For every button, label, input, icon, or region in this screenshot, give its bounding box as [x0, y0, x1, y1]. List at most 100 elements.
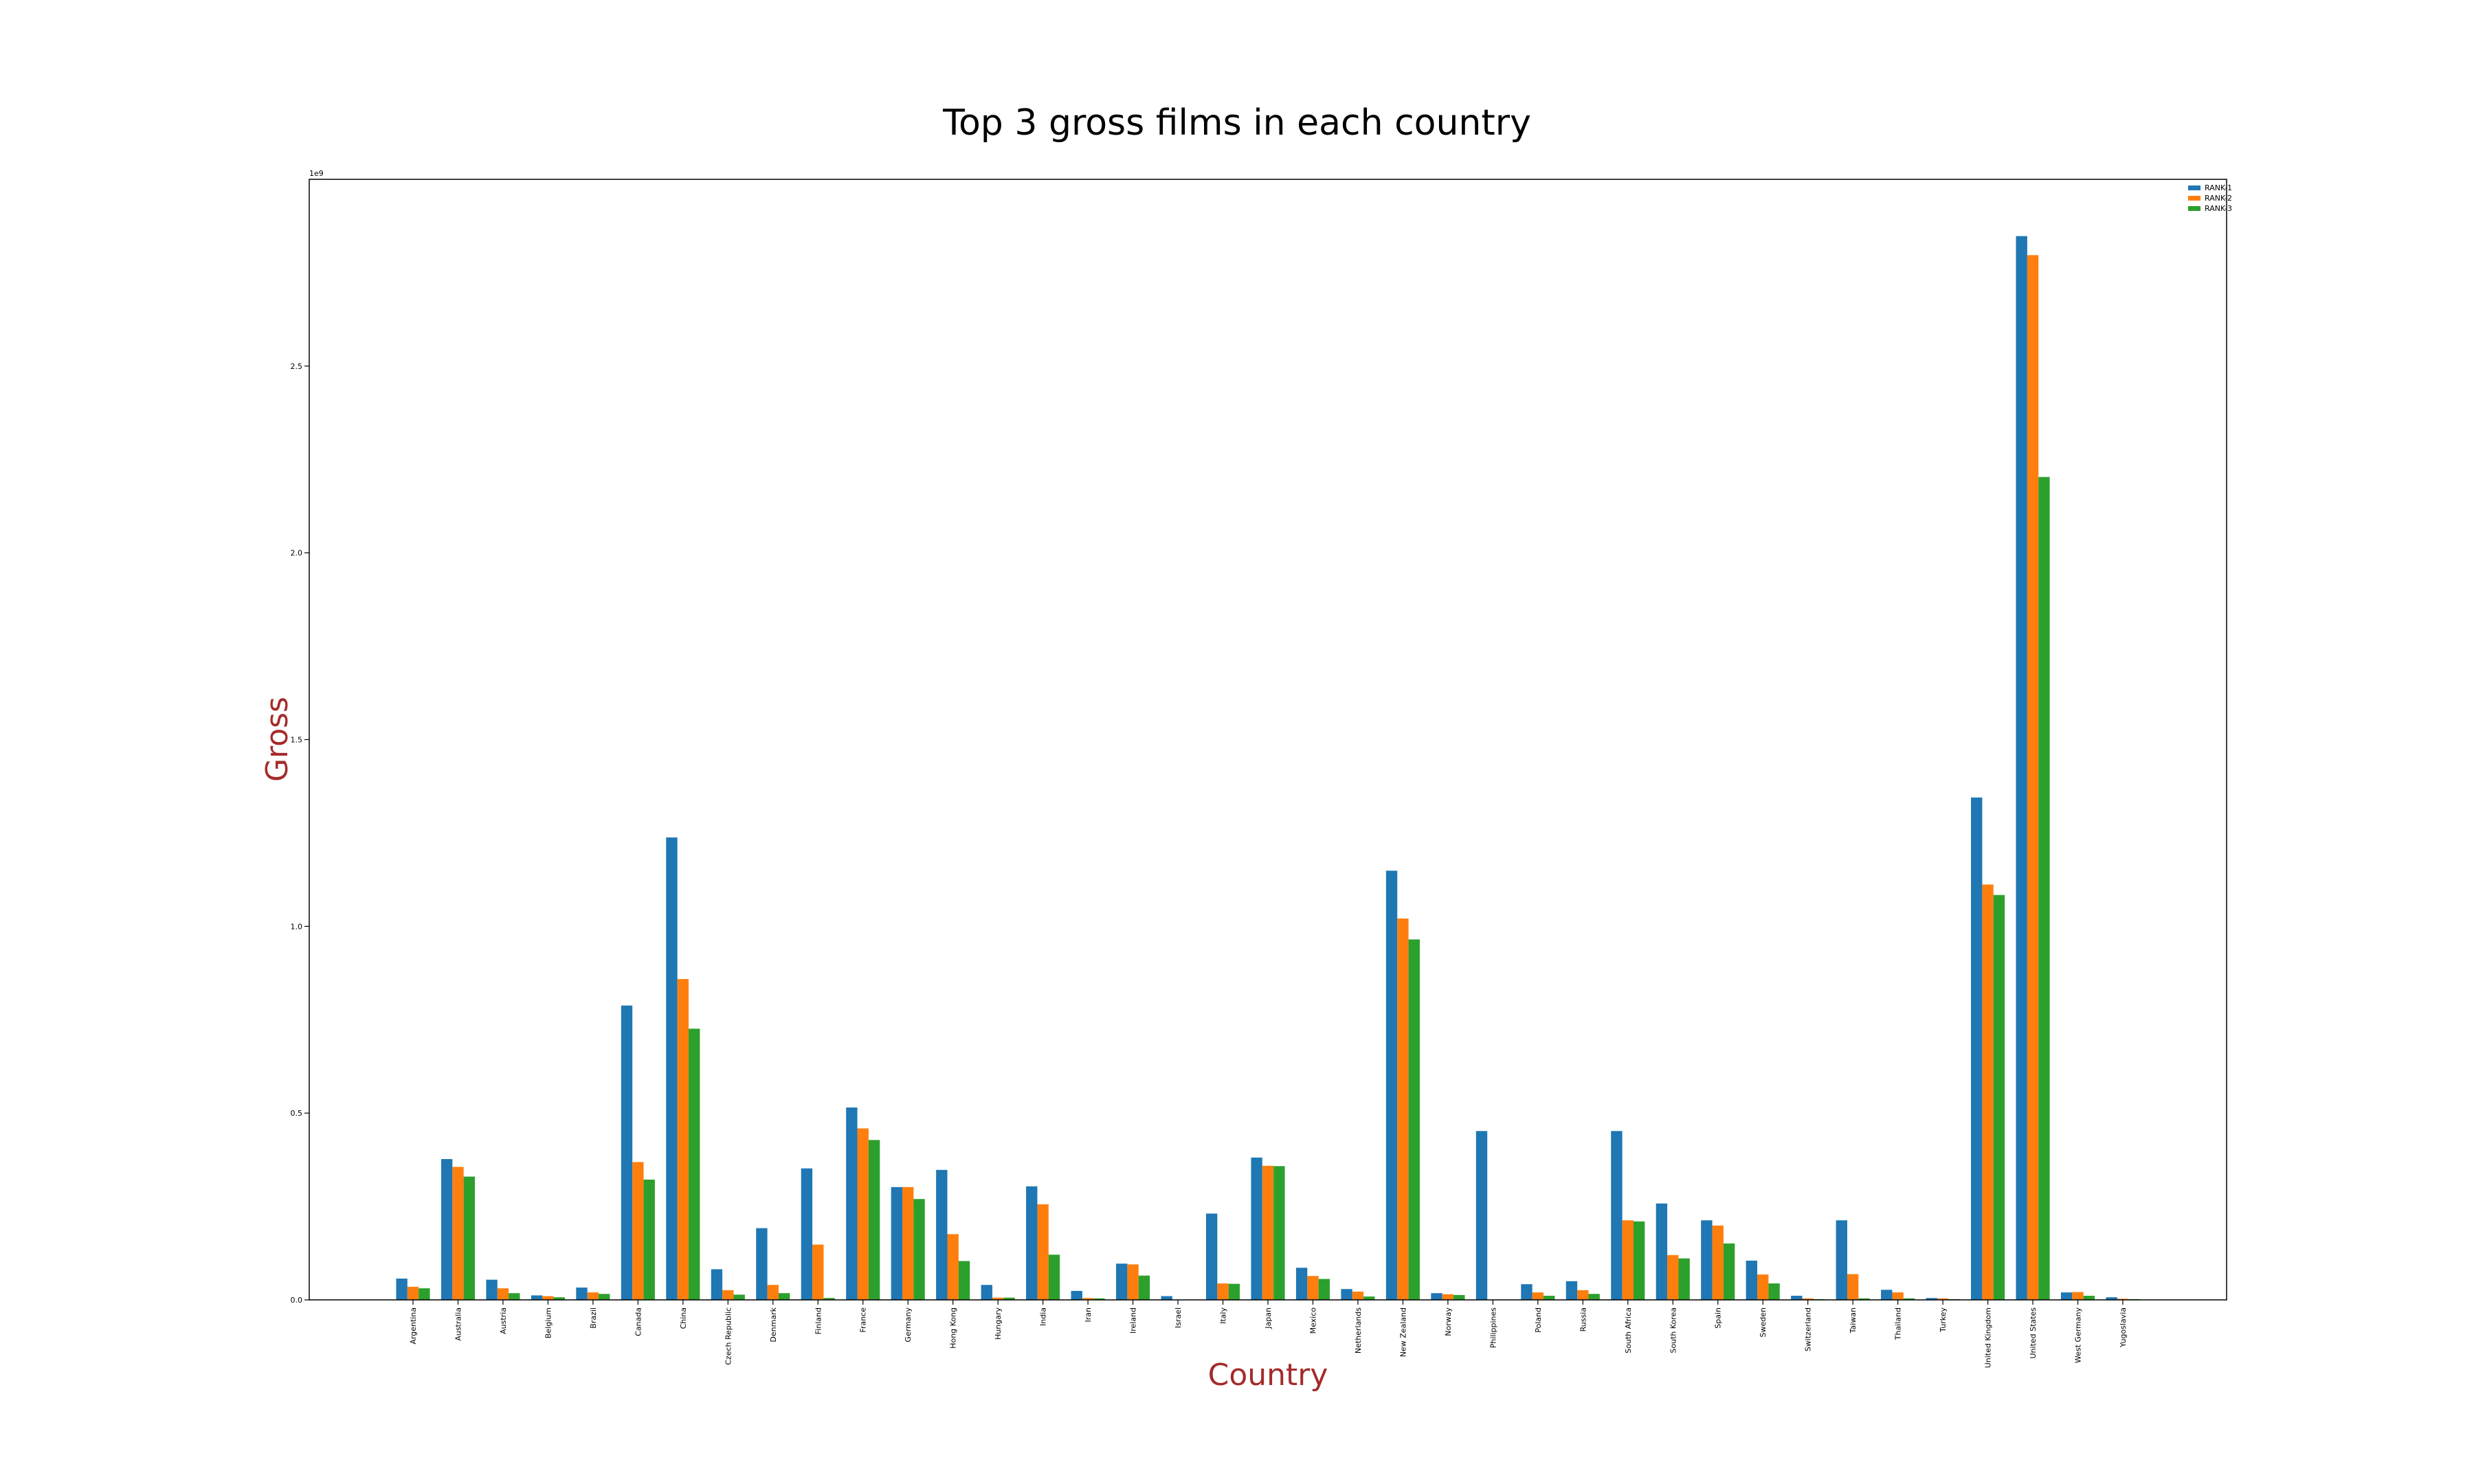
bar-rank-3-austria — [509, 1293, 520, 1300]
bar-rank-1-australia — [441, 1159, 453, 1300]
bar-rank-2-czech-republic — [722, 1290, 734, 1300]
bar-rank-2-hong-kong — [947, 1234, 959, 1300]
bar-rank-1-argentina — [396, 1279, 408, 1300]
bar-rank-1-canada — [621, 1005, 633, 1300]
bar-rank-2-germany — [902, 1187, 914, 1300]
bar-rank-3-iran — [1093, 1298, 1105, 1300]
bar-rank-3-canada — [643, 1179, 655, 1300]
bar-rank-2-india — [1037, 1204, 1049, 1300]
y-tick-label: 1.5 — [291, 736, 303, 745]
bar-rank-2-canada — [632, 1162, 644, 1300]
x-tick-label: Australia — [454, 1307, 463, 1341]
bar-rank-1-china — [666, 837, 678, 1300]
bar-rank-3-united-kingdom — [1993, 895, 2005, 1300]
x-tick-label: Canada — [634, 1307, 643, 1336]
bar-rank-2-netherlands — [1352, 1292, 1364, 1300]
bar-rank-2-united-states — [2027, 255, 2039, 1300]
bar-rank-1-south-africa — [1611, 1131, 1623, 1300]
y-axis-offset-text: 1e9 — [309, 169, 324, 178]
bar-rank-1-belgium — [531, 1295, 543, 1300]
x-tick-label: Ireland — [1129, 1307, 1138, 1334]
bar-rank-3-new-zealand — [1408, 939, 1420, 1300]
bar-rank-1-japan — [1251, 1157, 1262, 1300]
x-tick-label: Denmark — [769, 1307, 778, 1342]
bar-rank-3-finland — [823, 1298, 835, 1300]
bar-rank-1-philippines — [1475, 1131, 1488, 1300]
bar-rank-3-france — [868, 1140, 880, 1300]
y-axis-label: Gross — [260, 697, 295, 782]
bar-rank-1-hong-kong — [936, 1169, 948, 1300]
bar-rank-2-russia — [1577, 1290, 1589, 1300]
bar-rank-3-czech-republic — [733, 1294, 745, 1300]
bar-rank-1-netherlands — [1341, 1289, 1352, 1300]
x-tick-label: Israel — [1174, 1307, 1183, 1328]
bar-rank-3-south-africa — [1633, 1221, 1645, 1300]
bar-rank-3-mexico — [1318, 1279, 1330, 1300]
x-tick-label: Netherlands — [1354, 1307, 1363, 1353]
bars-layer — [396, 236, 2140, 1300]
bar-rank-2-mexico — [1307, 1276, 1319, 1300]
x-tick-label: Finland — [814, 1307, 823, 1334]
x-tick-label: West Germany — [2074, 1307, 2083, 1364]
x-tick-label: China — [679, 1307, 688, 1329]
x-tick-label: France — [859, 1307, 868, 1333]
bar-rank-2-poland — [1532, 1292, 1544, 1300]
bar-rank-1-india — [1026, 1186, 1038, 1300]
bar-rank-1-italy — [1205, 1213, 1218, 1300]
bar-rank-1-hungary — [981, 1285, 992, 1300]
bar-rank-3-russia — [1588, 1294, 1600, 1300]
bar-rank-2-south-korea — [1667, 1255, 1679, 1300]
bar-rank-1-ireland — [1116, 1263, 1128, 1300]
x-tick-label: Poland — [1534, 1307, 1543, 1333]
bar-rank-2-japan — [1262, 1165, 1274, 1300]
legend-swatch-rank-2 — [2188, 196, 2200, 201]
bar-rank-3-thailand — [1903, 1298, 1915, 1300]
bar-rank-3-west-germany — [2083, 1296, 2095, 1300]
bar-rank-2-west-germany — [2072, 1292, 2084, 1300]
bar-rank-3-argentina — [419, 1288, 430, 1300]
bar-rank-1-iran — [1071, 1290, 1082, 1300]
bar-rank-2-new-zealand — [1397, 918, 1409, 1300]
bar-rank-2-turkey — [1937, 1298, 1949, 1300]
x-tick-label: Switzerland — [1804, 1307, 1813, 1351]
x-tick-label: South Africa — [1624, 1307, 1633, 1353]
bar-rank-3-poland — [1544, 1296, 1555, 1300]
bar-rank-2-china — [677, 978, 689, 1300]
x-tick-label: Yugoslavia — [2119, 1307, 2128, 1348]
bar-rank-3-hungary — [1003, 1297, 1015, 1300]
bar-rank-1-denmark — [756, 1228, 768, 1300]
legend-swatch-rank-3 — [2188, 206, 2200, 211]
x-tick-label: Sweden — [1759, 1307, 1768, 1337]
bar-rank-1-brazil — [576, 1288, 588, 1300]
bar-rank-3-ireland — [1138, 1275, 1150, 1300]
bar-rank-3-hong-kong — [958, 1261, 970, 1300]
bar-rank-1-austria — [486, 1279, 498, 1300]
bar-rank-2-ireland — [1127, 1264, 1139, 1300]
legend-label-rank-2: RANK-2 — [2205, 194, 2232, 203]
x-tick-label: Norway — [1444, 1307, 1453, 1336]
bar-rank-2-sweden — [1757, 1274, 1769, 1300]
legend-label-rank-3: RANK-3 — [2205, 204, 2232, 213]
x-tick-label: Taiwan — [1849, 1307, 1858, 1334]
bar-rank-2-yugoslavia — [2117, 1298, 2129, 1300]
bar-rank-1-germany — [891, 1187, 903, 1300]
bar-rank-1-russia — [1565, 1281, 1578, 1300]
bar-rank-1-taiwan — [1836, 1220, 1847, 1300]
bar-rank-1-israel — [1161, 1296, 1172, 1300]
bar-rank-3-taiwan — [1858, 1298, 1870, 1300]
x-tick-label: Philippines — [1489, 1307, 1497, 1349]
x-tick-label: Mexico — [1308, 1307, 1317, 1334]
bar-rank-1-sweden — [1746, 1260, 1758, 1300]
bar-rank-2-iran — [1082, 1298, 1094, 1300]
bar-rank-2-denmark — [767, 1285, 779, 1300]
y-axis: 0.0 0.5 1.0 1.5 2.0 2.5 — [291, 362, 309, 1305]
bar-rank-2-hungary — [992, 1297, 1004, 1300]
bar-rank-3-australia — [463, 1176, 476, 1300]
bar-rank-2-united-kingdom — [1982, 884, 1994, 1300]
x-axis-label: Country — [1208, 1358, 1328, 1393]
bar-rank-2-finland — [812, 1244, 824, 1300]
bar-rank-3-brazil — [599, 1294, 610, 1300]
x-tick-label: Brazil — [589, 1307, 598, 1329]
bar-rank-2-brazil — [587, 1292, 599, 1300]
bar-rank-2-thailand — [1892, 1292, 1904, 1300]
